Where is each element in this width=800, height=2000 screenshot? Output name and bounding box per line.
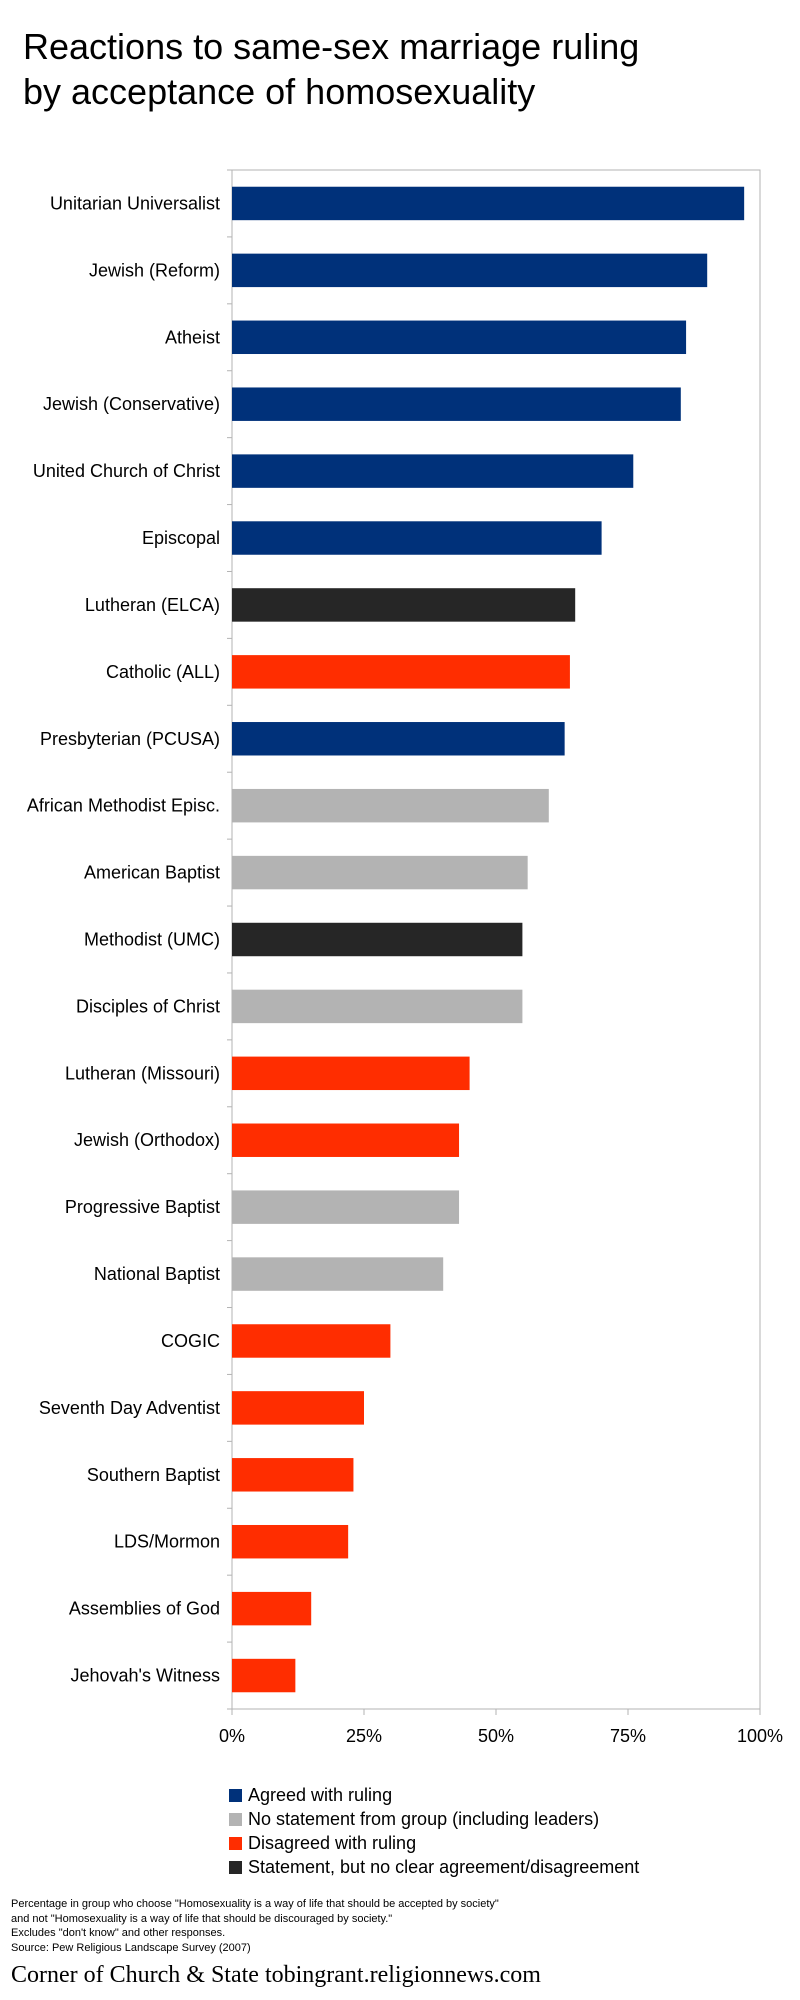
category-label: African Methodist Episc. [27, 796, 220, 816]
legend-swatch [229, 1812, 242, 1826]
category-label: Atheist [165, 327, 220, 347]
category-label: COGIC [161, 1331, 220, 1351]
bar [232, 521, 602, 555]
category-label: Jehovah's Witness [70, 1666, 220, 1686]
category-label: Southern Baptist [87, 1465, 220, 1485]
category-label: Methodist (UMC) [84, 930, 220, 950]
bar [232, 253, 708, 288]
category-label: Unitarian Universalist [50, 193, 220, 213]
x-tick-label: 75% [610, 1726, 646, 1746]
category-label: American Baptist [84, 863, 220, 883]
bar [232, 989, 523, 1024]
bar [232, 320, 687, 355]
category-label: Catholic (ALL) [106, 662, 220, 682]
bar [232, 1123, 460, 1157]
legend-label: Agreed with ruling [248, 1784, 393, 1805]
category-label: Disciples of Christ [76, 996, 220, 1016]
legend-swatch [229, 1860, 242, 1874]
x-tick-label: 50% [478, 1726, 514, 1746]
legend-label: Disagreed with ruling [248, 1832, 417, 1853]
legend-item: Statement, but no clear agreement/disagr… [229, 1855, 639, 1879]
bar [232, 655, 570, 689]
category-label: Presbyterian (PCUSA) [40, 729, 220, 749]
category-label: Jewish (Reform) [89, 260, 220, 280]
legend-item: Agreed with ruling [229, 1783, 639, 1807]
x-tick-label: 0% [219, 1726, 245, 1746]
legend-swatch [229, 1788, 242, 1802]
bar [232, 1190, 460, 1224]
bar [232, 454, 634, 488]
chart-title: Reactions to same-sex marriage ruling by… [23, 24, 763, 114]
legend: Agreed with ruling No statement from grou… [229, 1783, 639, 1879]
footnote-line-4: Source: Pew Religious Landscape Survey (… [11, 1941, 251, 1954]
bar [232, 1056, 470, 1091]
category-label: National Baptist [94, 1264, 220, 1284]
bar [232, 588, 576, 622]
bar [232, 1524, 349, 1559]
bar [232, 1658, 296, 1693]
legend-swatch [229, 1836, 242, 1850]
category-label: Episcopal [142, 528, 220, 548]
bar [232, 722, 565, 756]
category-label: Jewish (Orthodox) [74, 1130, 220, 1150]
chart-title-line-1: Reactions to same-sex marriage ruling [23, 26, 640, 67]
bar-chart: 0% 25% 50% 75% 100% Unitarian Universalist Jew… [27, 169, 783, 1746]
footnote-line-3: Excludes "don't know" and other response… [11, 1927, 226, 1939]
x-tick-label: 100% [737, 1726, 783, 1746]
category-label: LDS/Mormon [114, 1532, 220, 1552]
x-tick-label: 25% [346, 1726, 382, 1746]
legend-item: Disagreed with ruling [229, 1831, 639, 1855]
footnote: Percentage in group who choose "Homosexu… [11, 1897, 499, 1955]
credit-line: Corner of Church & State tobingrant.reli… [11, 1962, 541, 1988]
bar [232, 1257, 444, 1291]
category-label: Lutheran (Missouri) [65, 1063, 220, 1083]
bar [232, 387, 681, 421]
bar [232, 1591, 312, 1626]
category-label: Lutheran (ELCA) [85, 595, 220, 615]
legend-item: No statement from group (including leade… [229, 1807, 639, 1831]
footnote-line-2: and not "Homosexuality is a way of life … [11, 1912, 393, 1925]
category-label: Assemblies of God [69, 1599, 220, 1619]
category-label: United Church of Christ [33, 461, 220, 481]
chart-title-line-2: by acceptance of homosexuality [23, 71, 536, 112]
category-label: Jewish (Conservative) [43, 394, 220, 414]
bar [232, 788, 549, 823]
category-label: Seventh Day Adventist [39, 1398, 220, 1418]
category-label: Progressive Baptist [65, 1197, 220, 1217]
bar [232, 186, 745, 221]
bar [232, 1458, 354, 1492]
bar [232, 855, 528, 890]
bar [232, 1324, 391, 1358]
legend-label: No statement from group (including leade… [248, 1808, 600, 1829]
footnote-line-1: Percentage in group who choose "Homosexu… [11, 1898, 499, 1910]
bar [232, 1391, 364, 1425]
bar [232, 922, 523, 957]
legend-label: Statement, but no clear agreement/disagr… [248, 1856, 640, 1877]
